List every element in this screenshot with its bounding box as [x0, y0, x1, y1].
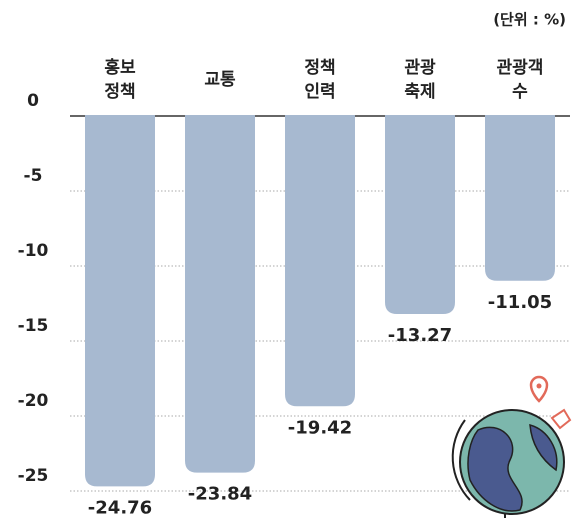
x-tick-label: 교통	[204, 70, 236, 90]
y-tick-label: -10	[18, 241, 49, 261]
x-tick-label: 수	[512, 82, 528, 102]
bar	[85, 115, 155, 486]
unit-note: (단위 : %)	[493, 11, 566, 29]
y-tick-label: -5	[24, 166, 43, 186]
bar	[385, 115, 455, 314]
bar	[185, 115, 255, 473]
value-label: -19.42	[288, 417, 352, 438]
y-tick-label: -20	[18, 391, 49, 411]
x-tick-label: 정책	[104, 82, 135, 102]
y-tick-label: 0	[27, 91, 39, 111]
value-label: -24.76	[88, 497, 152, 518]
x-tick-label: 관광	[404, 58, 436, 78]
x-tick-label: 인력	[304, 82, 335, 102]
x-tick-label: 축제	[404, 82, 435, 102]
globe-illustration	[453, 377, 570, 518]
y-tick-label: -25	[18, 466, 49, 486]
value-label: -13.27	[388, 325, 452, 346]
x-tick-label: 관광객	[497, 58, 544, 78]
page: {"chart_data": {"type": "bar", "unit_not…	[0, 0, 576, 518]
bar	[285, 115, 355, 406]
x-tick-label: 홍보	[104, 57, 136, 78]
x-tick-label: 정책	[304, 58, 335, 78]
bar	[485, 115, 555, 281]
y-tick-label: -15	[18, 316, 49, 336]
value-label: -11.05	[488, 292, 552, 313]
value-label: -23.84	[188, 484, 252, 505]
chart: (단위 : %) 0-5-10-15-20-25홍보정책-24.76교통-23.…	[0, 0, 576, 518]
